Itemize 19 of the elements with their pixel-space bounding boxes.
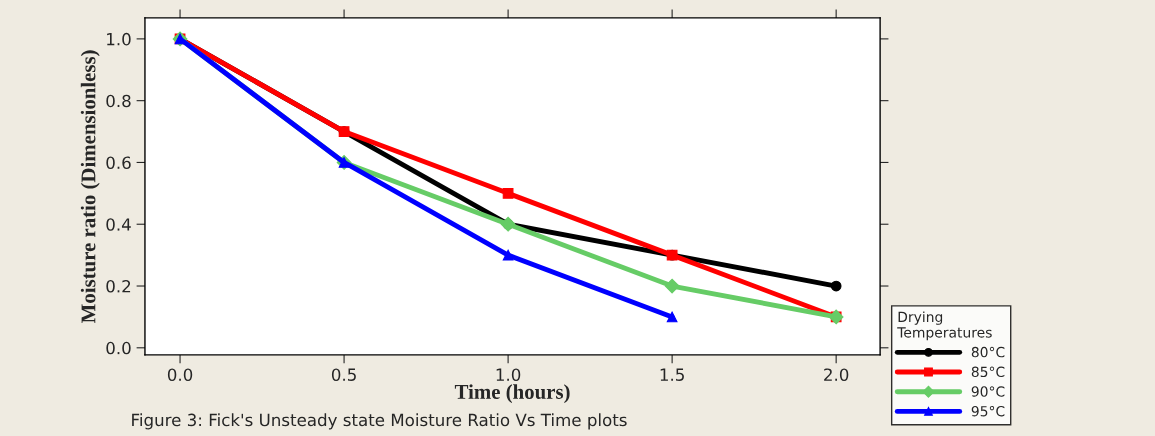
- x-tick-label: 0.0: [167, 368, 193, 381]
- y-axis-title: Moisture ratio (Dimensionless): [80, 50, 100, 323]
- x-axis-title: Time (hours): [454, 384, 570, 404]
- legend-label: 85°C: [971, 366, 1005, 378]
- x-tick-label: 0.5: [331, 368, 356, 381]
- x-tick-label: 1.5: [660, 368, 684, 381]
- legend-title: Drying Temperatures: [897, 311, 992, 341]
- caption: Figure 3: Fick's Unsteady state Moisture Ratio Vs Time plots: [132, 413, 627, 430]
- y-tick-label: 1.0: [107, 32, 131, 46]
- y-tick-label: 0.2: [106, 279, 131, 293]
- x-tick-label: 2.0: [824, 368, 849, 381]
- y-tick-label: 0.8: [106, 94, 131, 108]
- legend-label: 95°C: [971, 405, 1005, 417]
- x-tick-label: 1.0: [496, 368, 521, 381]
- y-tick-label: 0.4: [106, 218, 131, 231]
- legend-label: 90°C: [971, 386, 1005, 397]
- legend-label: 80°C: [971, 346, 1005, 358]
- y-tick-label: 0.0: [106, 341, 131, 355]
- y-tick-label: 0.6: [106, 156, 131, 170]
